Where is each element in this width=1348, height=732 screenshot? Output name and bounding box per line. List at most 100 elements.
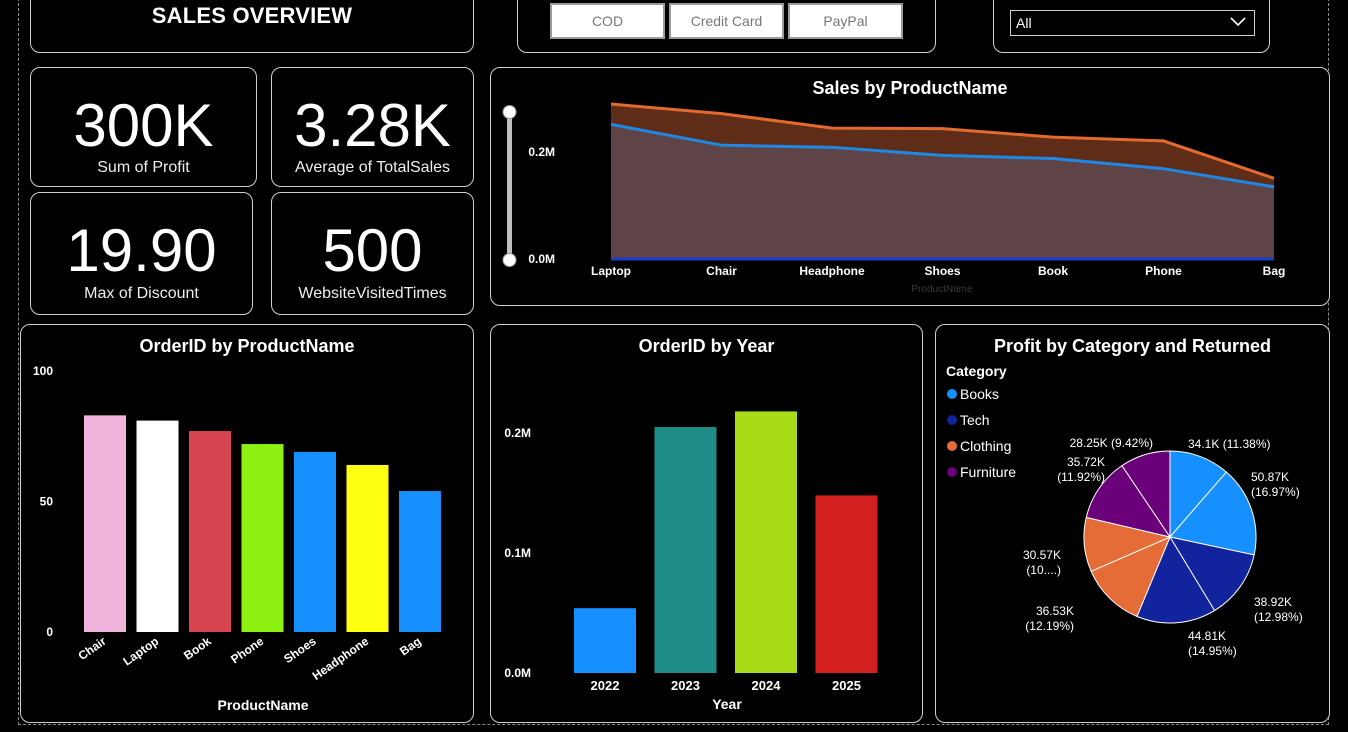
x-tick-label: Bag <box>397 634 424 658</box>
x-tick-label: Bag <box>1263 264 1286 278</box>
data-label: 36.53K (12.19%) <box>1025 604 1074 633</box>
chevron-down-icon <box>1230 17 1246 27</box>
orderid-by-product-card: OrderID by ProductName 0 50 100 Chair Laptop… <box>20 324 474 723</box>
slicer-button-paypal[interactable]: PayPal <box>788 3 903 39</box>
y-tick-label: 100 <box>33 364 53 378</box>
legend-title: Category <box>946 363 1007 379</box>
kpi-value: 500 <box>322 217 423 284</box>
bar-year-2022 <box>574 608 636 673</box>
legend-marker <box>947 415 957 425</box>
x-tick-label: 2024 <box>752 678 782 693</box>
kpi-card-sum-of-profit: 300K Sum of Profit <box>30 67 257 187</box>
x-tick-label: 2022 <box>591 678 620 693</box>
x-tick-label: Shoes <box>924 264 960 278</box>
legend-item-clothing: Clothing <box>960 438 1011 454</box>
data-label: 44.81K (14.95%) <box>1188 629 1237 658</box>
bar-laptop <box>136 420 179 632</box>
orderid-year-bar-chart: 0.0M 0.1M 0.2M 2022 2023 2024 2025 Year <box>504 411 878 712</box>
data-label: 35.72K (11.92%) <box>1057 455 1105 484</box>
pie-slice-tech <box>1168 536 1255 612</box>
range-slider-handle-top <box>502 105 517 119</box>
chart-title: OrderID by ProductName <box>139 336 355 356</box>
slicer-button-cod[interactable]: COD <box>550 3 665 39</box>
bar-chair <box>84 415 126 632</box>
sales-area-chart: 0.0M 0.2M Laptop Chair Headphone Shoes Book Pho… <box>502 102 1286 295</box>
x-tick-label: Laptop <box>120 634 161 668</box>
kpi-card-max-discount: 19.90 Max of Discount <box>30 192 253 315</box>
y-tick-label: 0.1M <box>504 546 531 560</box>
profit-by-category-card: Profit by Category and Returned Category… <box>935 324 1330 723</box>
bar-year-2024 <box>735 411 797 673</box>
x-tick-label: Chair <box>706 264 737 278</box>
kpi-value: 3.28K <box>294 92 451 159</box>
legend-item-books: Books <box>960 386 999 402</box>
kpi-label: Sum of Profit <box>97 159 190 176</box>
pie-slice-furniture <box>1085 464 1172 538</box>
pie-slice-books <box>1169 471 1257 556</box>
kpi-label: Max of Discount <box>84 285 199 302</box>
bar-phone <box>241 444 284 632</box>
y-tick-label: 0 <box>46 625 53 639</box>
data-label: 38.92K (12.98%) <box>1254 595 1303 624</box>
dropdown-selected-value: All <box>1016 15 1032 31</box>
x-tick-label: Phone <box>1145 264 1182 278</box>
pie-slice-tech <box>1136 535 1216 624</box>
series-area-blue <box>611 124 1274 260</box>
range-slider-handle-bottom <box>502 253 517 267</box>
x-tick-label: Phone <box>228 634 266 667</box>
orderid-by-year-card: OrderID by Year 0.0M 0.1M 0.2M 2022 2023 2024… <box>490 324 923 723</box>
x-tick-label: 2023 <box>671 678 700 693</box>
profit-pie-chart: Category Books Tech Clothing Furniture 34.1K … <box>946 363 1303 658</box>
y-tick-label: 0.2M <box>504 426 531 440</box>
legend-item-furniture: Furniture <box>960 464 1016 480</box>
data-label: 28.25K (9.42%) <box>1070 436 1153 450</box>
y-tick-label: 0.0M <box>528 252 555 266</box>
kpi-label: Average of TotalSales <box>294 159 451 176</box>
page-title: SALES OVERVIEW <box>151 3 353 28</box>
pie-slice-furniture <box>1121 450 1171 539</box>
y-tick-label: 0.2M <box>528 145 555 159</box>
range-slider-track <box>507 111 512 261</box>
x-tick-label: Shoes <box>281 634 319 666</box>
series-line-blue <box>610 122 1275 189</box>
chart-title: Sales by ProductName <box>812 78 1008 98</box>
chart-title: Profit by Category and Returned <box>993 336 1272 356</box>
slicer-button-credit-card[interactable]: Credit Card <box>669 3 784 39</box>
dropdown-card: All <box>993 0 1270 53</box>
bar-headphone <box>346 464 389 632</box>
kpi-label: WebsiteVisitedTimes <box>298 285 447 302</box>
x-tick-label: Chair <box>76 634 109 663</box>
kpi-card-average-total-sales: 3.28K Average of TotalSales <box>271 67 474 187</box>
series-line-orange <box>610 102 1275 180</box>
kpi-card-website-visited-times: 500 WebsiteVisitedTimes <box>271 192 474 315</box>
kpi-value: 300K <box>73 92 214 159</box>
data-label: 34.1K (11.38%) <box>1188 437 1271 451</box>
legend-marker <box>947 441 957 451</box>
x-tick-label: 2025 <box>832 678 861 693</box>
x-tick-label: Laptop <box>591 264 631 278</box>
x-axis-title: Year <box>712 696 742 712</box>
bar-year-2025 <box>815 495 878 673</box>
payment-slicer: COD Credit Card PayPal <box>517 0 936 53</box>
x-tick-label: Book <box>1038 264 1068 278</box>
bar-bag <box>399 491 441 632</box>
x-tick-label: Headphone <box>310 634 372 683</box>
pie-slice-clothing <box>1090 536 1171 618</box>
bar-shoes <box>294 451 336 632</box>
x-tick-label: Headphone <box>799 264 865 278</box>
data-label: 30.57K (10....) <box>1023 548 1061 577</box>
title-card: SALES OVERVIEW <box>30 0 474 53</box>
x-axis-title: ProductName <box>217 697 308 713</box>
legend-marker <box>947 467 957 477</box>
filter-dropdown[interactable]: All <box>1010 10 1255 36</box>
legend-marker <box>947 389 957 399</box>
y-tick-label: 0.0M <box>504 666 531 680</box>
chart-title: OrderID by Year <box>638 336 775 356</box>
data-label: 50.87K (16.97%) <box>1251 470 1300 499</box>
x-tick-label: Book <box>181 634 214 663</box>
legend-item-tech: Tech <box>960 412 990 428</box>
orderid-product-bar-chart: 0 50 100 Chair Laptop Book Phone ShoesHeadphone… <box>33 364 441 713</box>
sales-by-product-card: Sales by ProductName 0.0M 0.2M Laptop Chair… <box>490 67 1330 306</box>
x-axis-title: ProductName <box>911 284 973 295</box>
bar-year-2023 <box>654 427 717 673</box>
